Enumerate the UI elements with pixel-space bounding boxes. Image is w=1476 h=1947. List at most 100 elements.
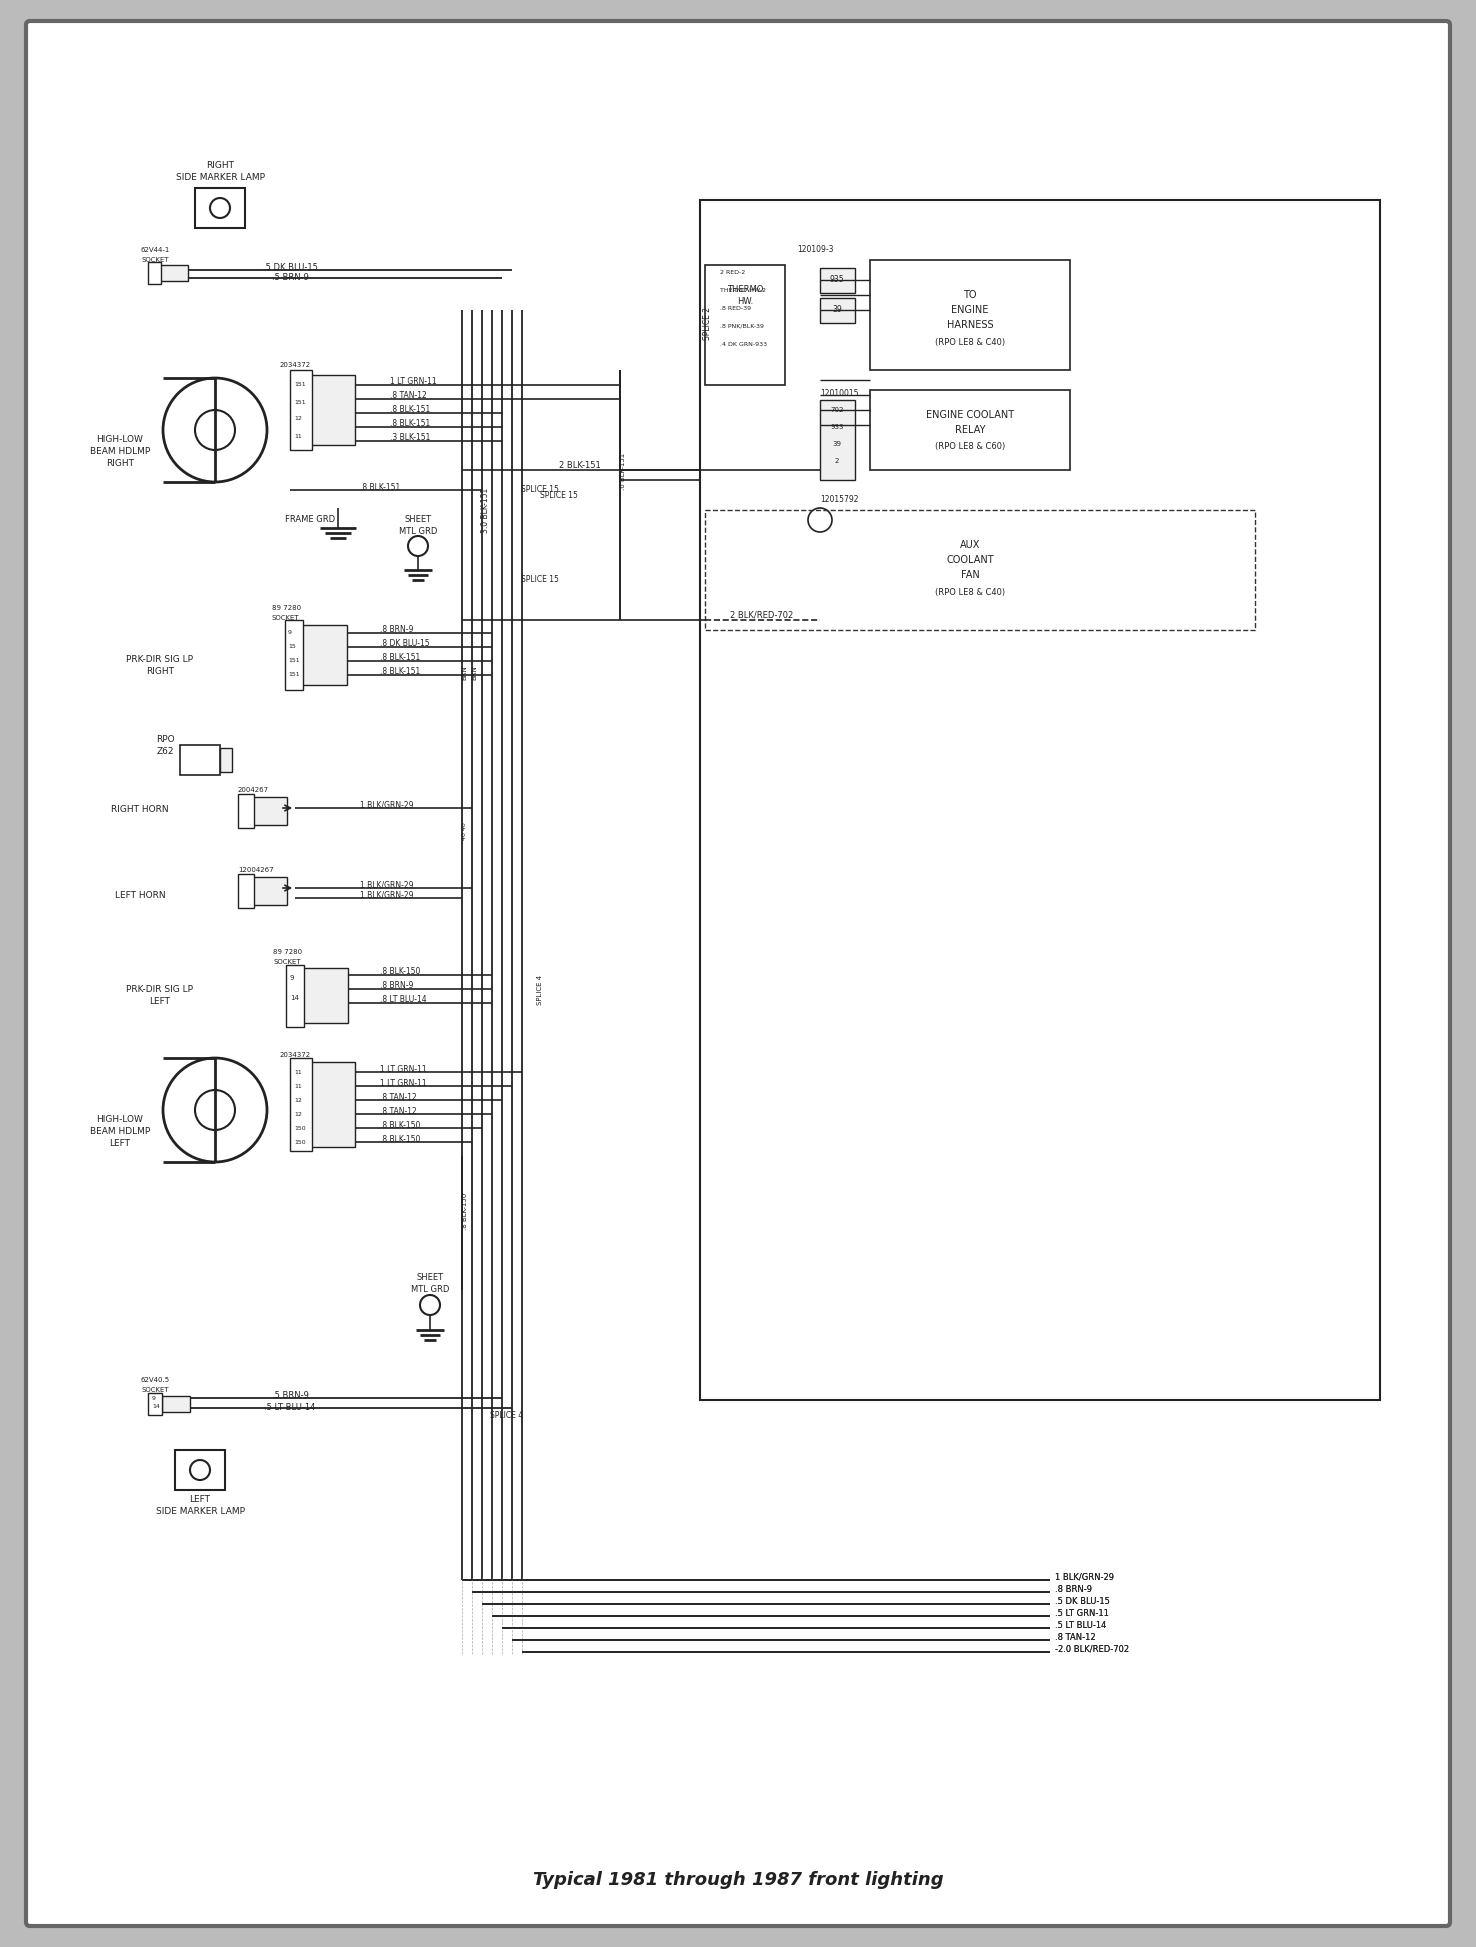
Text: 12: 12 [294,1098,303,1102]
Text: AUX: AUX [959,539,980,549]
Text: 89 7280: 89 7280 [272,606,301,611]
Text: .8 BLK-151: .8 BLK-151 [379,654,421,662]
Text: 1 LT GRN-11: 1 LT GRN-11 [379,1079,427,1088]
Text: COOLANT: COOLANT [946,555,993,565]
Text: 11: 11 [294,1069,301,1075]
Text: HIGH-LOW: HIGH-LOW [96,1116,143,1125]
Text: HW.: HW. [737,298,753,306]
Text: SOCKET: SOCKET [272,615,300,621]
Circle shape [407,535,428,557]
Text: LEFT: LEFT [109,1139,130,1149]
Bar [285,619,303,689]
Text: .6 BLK-151: .6 BLK-151 [620,454,626,491]
Text: 1 LT GRN-11: 1 LT GRN-11 [379,1065,427,1073]
Text: .8 BLK-151: .8 BLK-151 [379,668,421,676]
Text: .5 DK BLU-15: .5 DK BLU-15 [263,263,317,273]
Text: .8 TAN-12: .8 TAN-12 [1055,1632,1095,1641]
Circle shape [195,1090,235,1129]
Text: .8 LT BLU-14: .8 LT BLU-14 [379,995,427,1005]
Text: .5 BRN-9: .5 BRN-9 [272,273,308,282]
Text: 14: 14 [152,1404,159,1408]
Bar [220,748,232,773]
Text: SPLICE 4: SPLICE 4 [537,975,543,1005]
Text: 151: 151 [294,382,306,387]
Text: TO: TO [964,290,977,300]
Text: .5 DK BLU-15: .5 DK BLU-15 [1055,1597,1110,1606]
Text: SHEET: SHEET [404,516,431,524]
Text: THERMO HW-2: THERMO HW-2 [720,288,766,292]
Text: 1 LT GRN-11: 1 LT GRN-11 [390,378,437,387]
Text: BRN: BRN [461,666,466,680]
Bar [162,1396,190,1412]
Text: SPLICE 15: SPLICE 15 [521,485,559,495]
Text: 151: 151 [294,399,306,405]
Bar [303,968,348,1022]
Text: 39: 39 [832,306,841,315]
Text: 12010015: 12010015 [821,389,859,397]
Bar [289,1057,311,1151]
Text: PRK-DIR SIG LP: PRK-DIR SIG LP [127,985,193,995]
Text: 1 BLK/GRN-29: 1 BLK/GRN-29 [1055,1573,1114,1581]
Text: .5 LT GRN-11: .5 LT GRN-11 [1055,1608,1108,1618]
Circle shape [190,1460,210,1480]
Text: Typical 1981 through 1987 front lighting: Typical 1981 through 1987 front lighting [533,1871,943,1889]
Bar [869,261,1070,370]
Bar [706,265,785,386]
Text: .8 BLK-151: .8 BLK-151 [390,405,430,415]
Text: 2004267: 2004267 [238,787,269,792]
Text: .8 BRN-9: .8 BRN-9 [379,981,413,991]
Text: SIDE MARKER LAMP: SIDE MARKER LAMP [155,1507,245,1517]
Text: FRAME GRD: FRAME GRD [285,516,335,524]
Text: .8 BRN-9: .8 BRN-9 [379,625,413,635]
Text: .5 BRN-9: .5 BRN-9 [272,1390,308,1400]
Text: SPLICE 15: SPLICE 15 [521,576,559,584]
Text: RIGHT: RIGHT [207,160,235,169]
Bar [303,625,347,685]
Bar [180,746,220,775]
Text: SOCKET: SOCKET [142,1386,168,1392]
Text: 9: 9 [289,975,295,981]
Text: -2.0 BLK/RED-702: -2.0 BLK/RED-702 [1055,1645,1129,1653]
Text: .5 DK BLU-15: .5 DK BLU-15 [1055,1597,1110,1606]
Bar [252,876,286,905]
Text: .5 LT GRN-11: .5 LT GRN-11 [1055,1608,1108,1618]
Text: (RPO LE8 & C40): (RPO LE8 & C40) [934,588,1005,596]
Text: 11: 11 [294,434,301,438]
Text: .8 TAN-12: .8 TAN-12 [379,1092,416,1102]
Bar [238,874,254,907]
Text: .8 BLK-150: .8 BLK-150 [379,1121,421,1129]
Text: MTL GRD: MTL GRD [410,1285,449,1295]
Text: .5 LT BLU-14: .5 LT BLU-14 [264,1404,316,1412]
Bar [706,510,1255,631]
Text: 2 BLK-151: 2 BLK-151 [559,461,601,471]
Text: SPLICE 2: SPLICE 2 [704,308,713,341]
Text: .8 BLK-150: .8 BLK-150 [379,968,421,977]
Text: 2034372: 2034372 [280,1051,311,1057]
Text: BEAM HDLMP: BEAM HDLMP [90,448,151,456]
Text: .8 BLK-150: .8 BLK-150 [462,1194,468,1231]
Bar [286,966,304,1026]
Bar [821,399,855,481]
Text: RPO: RPO [155,736,174,744]
Circle shape [195,411,235,450]
Bar [159,265,187,280]
Text: 62V44-1: 62V44-1 [140,247,170,253]
Text: 40 40: 40 40 [462,822,466,839]
Text: 11: 11 [294,1083,301,1088]
Text: SOCKET: SOCKET [142,257,168,263]
Text: 39: 39 [832,442,841,448]
Text: 933: 933 [830,424,844,430]
Text: .5 LT BLU-14: .5 LT BLU-14 [1055,1620,1107,1630]
Bar [238,794,254,827]
Text: .5 LT BLU-14: .5 LT BLU-14 [1055,1620,1107,1630]
Text: .8 TAN-12: .8 TAN-12 [1055,1632,1095,1641]
Circle shape [807,508,832,532]
Text: SOCKET: SOCKET [273,960,301,966]
Text: PRK-DIR SIG LP: PRK-DIR SIG LP [127,656,193,664]
Text: -2.0 BLK/RED-702: -2.0 BLK/RED-702 [1055,1645,1129,1653]
Text: 120109-3: 120109-3 [797,245,834,255]
Text: 151: 151 [288,658,300,664]
Text: THERMO: THERMO [726,286,763,294]
Text: .8 TAN-12: .8 TAN-12 [379,1106,416,1116]
Bar [148,263,161,284]
